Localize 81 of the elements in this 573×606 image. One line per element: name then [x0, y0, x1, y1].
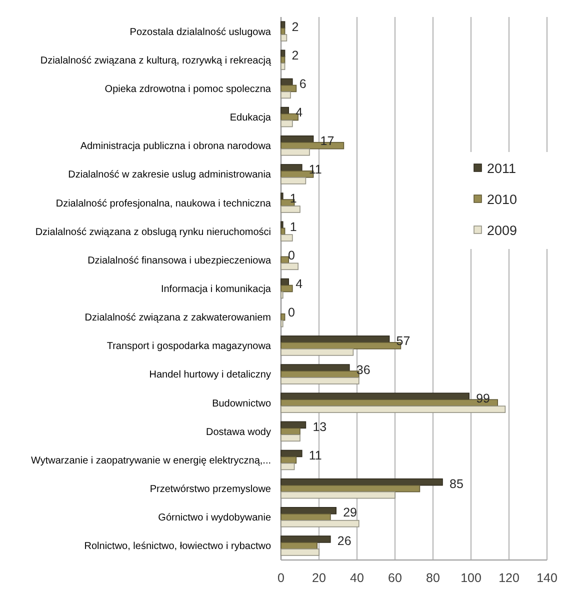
y-tick-label: Handel hurtowy i detaliczny [149, 370, 271, 381]
y-tick-label: Opieka zdrowotna i pomoc spoleczna [104, 84, 272, 95]
data-label: 2 [292, 20, 299, 34]
bar [280, 177, 306, 184]
y-tick-label: Dzialalność związana z obslugą rynku nieruchomości [35, 226, 271, 238]
bar [280, 450, 302, 458]
y-tick-label: Przetwórstwo przemyslowe [150, 484, 272, 496]
y-tick-label: Górnictwo i wydobywanie [158, 512, 272, 524]
data-label: 4 [296, 106, 303, 120]
x-tick-label: 120 [498, 571, 520, 585]
bar [280, 91, 291, 99]
x-tick-label: 80 [426, 571, 440, 585]
data-label: 29 [343, 506, 358, 520]
x-tick-label: 140 [536, 571, 558, 585]
bar [280, 234, 293, 242]
bar [280, 520, 360, 528]
bar [280, 278, 289, 286]
data-label: 26 [337, 534, 352, 548]
bar [280, 513, 331, 521]
bar [280, 377, 360, 384]
bar [280, 406, 506, 413]
bar [280, 284, 293, 292]
data-label: 1 [290, 220, 297, 234]
bar [280, 313, 286, 321]
bar [280, 462, 295, 470]
data-label: 2 [292, 48, 299, 62]
bar [280, 206, 300, 213]
bar [280, 548, 320, 556]
bar [280, 348, 354, 356]
bar [280, 507, 336, 514]
bar [280, 34, 288, 42]
bar [280, 262, 298, 270]
x-tick-label: 20 [312, 571, 326, 585]
x-tick-label: 100 [460, 571, 482, 585]
data-label: 13 [312, 420, 327, 434]
bar [280, 164, 302, 172]
y-tick-label: Transport i gospodarka magazynowa [106, 341, 272, 352]
legend-label: 2009 [487, 223, 518, 238]
bar [280, 256, 289, 264]
bar [280, 106, 289, 114]
bar [280, 148, 310, 156]
y-tick-label: Dzialalność profesjonalna, naukowa i techniczna [56, 198, 272, 210]
y-tick-label: Dzialalność w zakresie uslug administrowania [68, 170, 272, 181]
bar [280, 364, 350, 372]
x-tick-label: 0 [278, 571, 285, 585]
bar [280, 421, 306, 429]
bar [280, 456, 297, 464]
data-label: 4 [296, 277, 303, 292]
y-tick-label: Dostawa wody [206, 426, 271, 438]
bar [280, 478, 443, 486]
legend-label: 2011 [487, 161, 516, 176]
data-label: 0 [288, 248, 295, 262]
y-tick-label: Informacja i komunikacja [160, 284, 272, 295]
data-label: 11 [308, 448, 322, 462]
data-label: 57 [396, 334, 410, 348]
data-label: 6 [299, 76, 306, 91]
bar [280, 434, 300, 442]
bar [280, 484, 420, 492]
y-tick-label: Edukacja [230, 112, 272, 124]
bar [280, 120, 293, 128]
bar [280, 62, 286, 70]
y-tick-label: Pozostala dzialalność uslugowa [130, 26, 272, 38]
data-label: 11 [308, 162, 322, 177]
bar [280, 84, 297, 92]
y-tick-label: Wytwarzanie i zaopatrywanie w energię elektryczną,... [30, 455, 271, 466]
y-tick-label: Administracja publiczna i obrona narodowa [80, 141, 272, 152]
bar [280, 536, 331, 543]
y-tick-label: Dzialalność finansowa i ubezpieczeniowa [88, 255, 272, 266]
data-label: 0 [288, 306, 295, 320]
y-tick-label: Dzialalność związana z zakwaterowaniem [84, 312, 271, 324]
bar [280, 491, 396, 499]
y-tick-label: Budownictwo [212, 398, 272, 410]
bar [280, 542, 318, 550]
data-label: 36 [356, 362, 370, 377]
x-tick-label: 60 [388, 571, 402, 585]
legend-label: 2010 [487, 192, 518, 207]
y-tick-label: Rolnictwo, leśnictwo, łowiectwo i rybactwo [84, 541, 272, 552]
bar [280, 78, 293, 86]
data-label: 85 [450, 477, 464, 492]
x-tick-label: 40 [350, 571, 364, 585]
y-tick-label: Dzialalność związana z kulturą, rozrywką i rekreacją [40, 55, 272, 66]
